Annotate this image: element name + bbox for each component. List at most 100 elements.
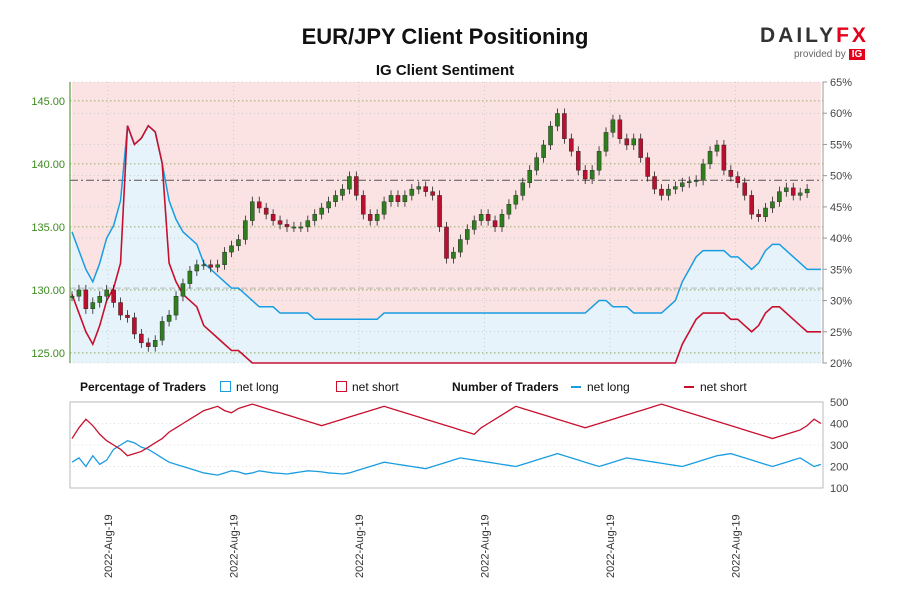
price-tick-label: 125.00 bbox=[31, 348, 65, 360]
candle-body bbox=[291, 226, 297, 229]
candlestick bbox=[589, 165, 595, 185]
candlestick bbox=[763, 202, 768, 222]
candlestick bbox=[541, 139, 546, 163]
candle-body bbox=[506, 204, 512, 215]
candle-body bbox=[478, 214, 484, 221]
pct-tick-label: 55% bbox=[830, 139, 852, 151]
candlestick bbox=[478, 209, 484, 226]
candle-body bbox=[139, 333, 144, 344]
candle-body bbox=[749, 195, 754, 215]
candle-body bbox=[118, 302, 123, 316]
pct-tick-label: 25% bbox=[830, 327, 852, 339]
count-tick-label: 400 bbox=[830, 419, 848, 431]
candlestick bbox=[166, 310, 172, 327]
short-line-icon bbox=[684, 386, 694, 388]
candlestick bbox=[555, 108, 560, 132]
candlestick bbox=[437, 190, 442, 232]
candlestick bbox=[333, 190, 338, 207]
candle-body bbox=[693, 180, 699, 182]
long-swatch-icon bbox=[220, 381, 231, 392]
candle-body bbox=[340, 188, 345, 196]
candle-body bbox=[520, 182, 526, 196]
candlestick bbox=[374, 209, 380, 226]
candlestick bbox=[548, 121, 553, 151]
candle-body bbox=[250, 201, 255, 221]
logo-brand-b: FX bbox=[836, 24, 869, 47]
candlestick bbox=[263, 202, 269, 220]
candlestick bbox=[118, 297, 123, 321]
candle-body bbox=[804, 188, 810, 194]
candle-body bbox=[243, 220, 248, 240]
candlestick bbox=[194, 259, 200, 277]
candle-body bbox=[256, 201, 262, 209]
candle-body bbox=[347, 176, 352, 190]
candlestick bbox=[631, 133, 637, 151]
candle-body bbox=[187, 270, 193, 284]
candlestick bbox=[603, 127, 609, 157]
candlestick bbox=[749, 190, 754, 220]
candle-body bbox=[90, 302, 96, 310]
candlestick bbox=[735, 171, 741, 188]
candle-body bbox=[83, 289, 89, 310]
dailyfx-logo: DAILYFX provided by IG bbox=[760, 24, 870, 60]
candle-body bbox=[666, 188, 671, 196]
candlestick bbox=[728, 165, 734, 182]
pct-tick-label: 30% bbox=[830, 296, 852, 308]
short-pct-line bbox=[71, 124, 821, 364]
candlestick bbox=[97, 291, 103, 308]
candle-body bbox=[236, 239, 241, 247]
candlestick bbox=[673, 181, 678, 195]
candlestick bbox=[610, 114, 616, 138]
candlestick bbox=[298, 221, 304, 232]
candle-body bbox=[770, 201, 775, 209]
candlestick bbox=[756, 209, 761, 222]
candlestick bbox=[790, 182, 796, 201]
candlestick bbox=[645, 152, 650, 182]
candle-body bbox=[319, 207, 324, 215]
candle-body bbox=[215, 264, 220, 268]
candle-body bbox=[388, 195, 394, 202]
candlestick bbox=[485, 209, 491, 226]
logo-brand-a: DAILY bbox=[760, 24, 837, 47]
candlestick bbox=[721, 139, 727, 176]
pct-tick-label: 20% bbox=[830, 358, 852, 370]
candle-body bbox=[763, 207, 768, 218]
candle-body bbox=[617, 119, 623, 139]
candle-body bbox=[610, 119, 616, 133]
candle-body bbox=[367, 214, 373, 221]
candle-body bbox=[631, 138, 637, 146]
candle-body bbox=[492, 220, 498, 228]
candlestick bbox=[582, 165, 588, 185]
pct-tick-label: 45% bbox=[830, 202, 852, 214]
candlestick bbox=[471, 215, 477, 235]
candlestick bbox=[666, 184, 671, 201]
candle-body bbox=[333, 195, 338, 202]
candle-body bbox=[624, 138, 630, 146]
candlestick bbox=[465, 224, 470, 245]
candlestick bbox=[624, 133, 630, 151]
candlestick bbox=[340, 184, 345, 201]
candle-body bbox=[575, 151, 581, 171]
candle-body bbox=[659, 188, 664, 196]
candle-body bbox=[562, 113, 567, 139]
candle-body bbox=[416, 186, 422, 190]
candle-body bbox=[527, 170, 532, 184]
candle-body bbox=[735, 176, 741, 184]
candle-body bbox=[582, 170, 588, 180]
candlestick bbox=[617, 114, 623, 144]
candle-body bbox=[589, 170, 595, 180]
candle-body bbox=[166, 314, 172, 322]
candle-body bbox=[499, 214, 505, 228]
candle-body bbox=[395, 195, 401, 202]
candlestick bbox=[777, 186, 782, 207]
candle-body bbox=[790, 187, 796, 196]
price-tick-label: 135.00 bbox=[31, 222, 65, 234]
candlestick bbox=[83, 284, 89, 314]
short-swatch-icon bbox=[336, 381, 347, 392]
count-tick-label: 500 bbox=[830, 397, 848, 409]
candlestick bbox=[693, 175, 699, 187]
candlestick bbox=[243, 215, 248, 245]
candlestick bbox=[652, 171, 657, 195]
candle-body bbox=[76, 289, 82, 297]
candlestick bbox=[707, 146, 713, 169]
